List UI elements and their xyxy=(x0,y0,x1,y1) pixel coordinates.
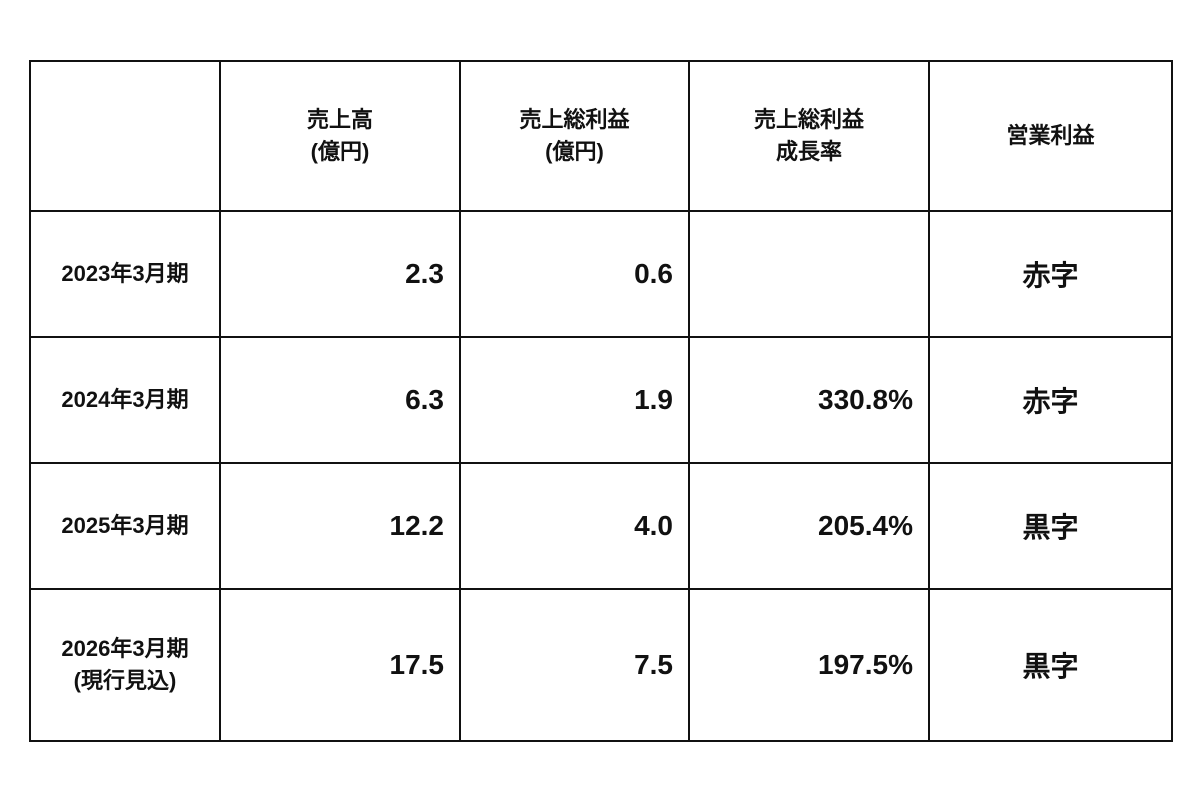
financial-table: 売上高 (億円) 売上総利益 (億円) 売上総利益 成長率 営業利益 2023年3月期 2… xyxy=(29,60,1173,742)
data-row: 2025年3月期 12.2 4.0 205.4% 黒字 xyxy=(29,462,1173,590)
value-cell: 205.4% xyxy=(688,462,930,590)
row-label: 2025年3月期 xyxy=(29,462,221,590)
value-cell: 2.3 xyxy=(219,210,461,338)
value-cell: 0.6 xyxy=(459,210,690,338)
header-cell: 売上総利益 (億円) xyxy=(459,60,690,212)
value-cell: 330.8% xyxy=(688,336,930,464)
row-label: 2024年3月期 xyxy=(29,336,221,464)
data-row: 2024年3月期 6.3 1.9 330.8% 赤字 xyxy=(29,336,1173,464)
table-body: 売上高 (億円) 売上総利益 (億円) 売上総利益 成長率 営業利益 2023年3月期 2… xyxy=(29,60,1173,742)
value-cell: 1.9 xyxy=(459,336,690,464)
row-label: 2026年3月期 (現行見込) xyxy=(29,588,221,742)
row-label: 2023年3月期 xyxy=(29,210,221,338)
header-cell: 売上総利益 成長率 xyxy=(688,60,930,212)
status-cell: 赤字 xyxy=(928,210,1173,338)
value-cell: 12.2 xyxy=(219,462,461,590)
header-row: 売上高 (億円) 売上総利益 (億円) 売上総利益 成長率 営業利益 xyxy=(29,60,1173,212)
header-cell xyxy=(29,60,221,212)
header-cell: 売上高 (億円) xyxy=(219,60,461,212)
value-cell: 197.5% xyxy=(688,588,930,742)
data-row: 2023年3月期 2.3 0.6 赤字 xyxy=(29,210,1173,338)
status-cell: 黒字 xyxy=(928,588,1173,742)
value-cell: 6.3 xyxy=(219,336,461,464)
value-cell xyxy=(688,210,930,338)
value-cell: 4.0 xyxy=(459,462,690,590)
status-cell: 黒字 xyxy=(928,462,1173,590)
header-cell: 営業利益 xyxy=(928,60,1173,212)
status-cell: 赤字 xyxy=(928,336,1173,464)
value-cell: 17.5 xyxy=(219,588,461,742)
data-row: 2026年3月期 (現行見込) 17.5 7.5 197.5% 黒字 xyxy=(29,588,1173,742)
value-cell: 7.5 xyxy=(459,588,690,742)
